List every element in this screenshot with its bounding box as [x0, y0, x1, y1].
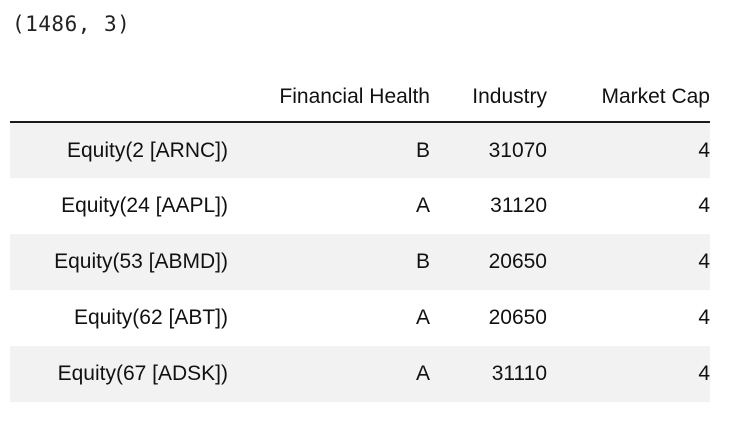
- table-row: Equity(67 [ADSK]) A 31110 4: [10, 346, 710, 402]
- row-index-label: Equity(2 [ARNC]): [66, 138, 228, 162]
- row-index-label: Equity(53 [ABMD]): [54, 250, 228, 273]
- financial-health-cell: B: [415, 250, 430, 273]
- column-header-financial-health: Financial Health: [228, 73, 430, 123]
- industry-cell: 20650: [488, 250, 547, 273]
- market-cap-cell: 4: [698, 194, 710, 217]
- industry-cell: 31110: [491, 362, 547, 385]
- table-row: Equity(2 [ARNC]) B 31070 4: [10, 122, 710, 178]
- dataframe-table: Financial Health Industry Market Cap Equ…: [10, 73, 710, 402]
- financial-health-cell: B: [415, 138, 430, 162]
- row-index-label: Equity(24 [AAPL]): [61, 194, 228, 217]
- table-row: Equity(62 [ABT]) A 20650 4: [10, 290, 710, 346]
- industry-cell: 31070: [488, 138, 547, 162]
- shape-output-text: (1486, 3): [12, 12, 131, 36]
- table-row: Equity(53 [ABMD]) B 20650 4: [10, 234, 710, 290]
- column-header-industry: Industry: [430, 73, 547, 123]
- industry-cell: 20650: [488, 306, 547, 329]
- table-row: Equity(24 [AAPL]) A 31120 4: [10, 178, 710, 234]
- table-header: Financial Health Industry Market Cap: [10, 73, 710, 123]
- column-header-market-cap: Market Cap: [547, 73, 710, 123]
- row-index-label: Equity(62 [ABT]): [73, 306, 228, 329]
- financial-health-cell: A: [415, 306, 430, 329]
- header-row: Financial Health Industry Market Cap: [10, 73, 710, 123]
- industry-cell: 31120: [490, 194, 547, 217]
- index-header: [10, 73, 228, 123]
- market-cap-cell: 4: [698, 362, 710, 385]
- table-body: Equity(2 [ARNC]) B 31070 4 Equity(24 [AA…: [10, 122, 710, 402]
- market-cap-cell: 4: [698, 250, 710, 273]
- market-cap-cell: 4: [698, 306, 710, 329]
- row-index-label: Equity(67 [ADSK]): [57, 362, 228, 385]
- financial-health-cell: A: [415, 362, 430, 385]
- financial-health-cell: A: [415, 194, 430, 217]
- market-cap-cell: 4: [698, 138, 710, 162]
